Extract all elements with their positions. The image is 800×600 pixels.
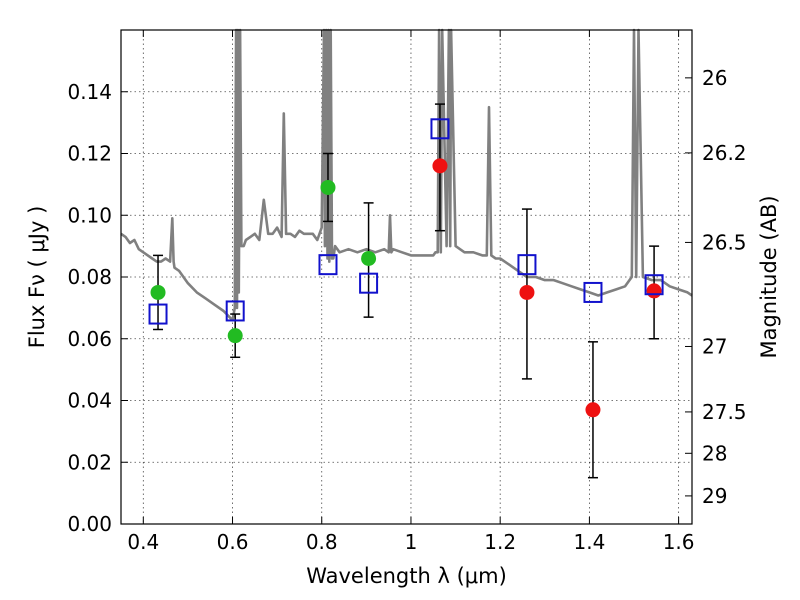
x-tick-label: 1.6: [663, 530, 695, 554]
data-point-circle: [320, 179, 336, 195]
grid: [121, 30, 692, 525]
data-point-square: [583, 281, 603, 303]
data-point-square: [148, 303, 168, 325]
right-tick-label: 26: [702, 66, 727, 90]
y-tick-label: 0.12: [67, 142, 112, 166]
y-tick-label: 0.02: [67, 450, 112, 474]
x-tick-label: 1.2: [484, 530, 516, 554]
data-point-square: [225, 300, 245, 322]
x-axis-label: Wavelength λ (μm): [306, 564, 507, 588]
y-tick-label: 0.00: [67, 512, 112, 536]
model-spectrum: [120, 28, 693, 322]
data-point-square: [430, 118, 450, 140]
right-tick-label: 27: [702, 334, 727, 358]
y-tick-label: 0.08: [67, 265, 112, 289]
y-axis-label: Flux Fν ( μJy ): [25, 206, 49, 349]
data-point-circle: [432, 158, 448, 174]
data-point-square: [517, 254, 537, 276]
data-point-square: [318, 254, 338, 276]
data-point-square: [359, 272, 379, 294]
right-tick-label: 26.2: [702, 141, 747, 165]
data-point-circle: [646, 283, 662, 299]
y-tick-label: 0.04: [67, 389, 112, 413]
right-tick-label: 27.5: [702, 400, 747, 424]
x-tick-label: 0.8: [306, 530, 338, 554]
right-tick-label: 29: [702, 484, 727, 508]
data-markers: [148, 118, 664, 418]
data-point-circle: [519, 284, 535, 300]
x-tick-label: 0.6: [217, 530, 249, 554]
y-tick-label: 0.10: [67, 203, 112, 227]
x-tick-label: 1.4: [573, 530, 605, 554]
x-tick-label: 1: [405, 530, 418, 554]
right-axis-label: Magnitude (AB): [757, 195, 781, 358]
data-point-square: [644, 274, 664, 296]
data-point-circle: [585, 402, 601, 418]
data-point-circle: [361, 250, 377, 266]
data-point-circle: [150, 284, 166, 300]
right-tick-label: 26.5: [702, 230, 747, 254]
y-tick-label: 0.06: [67, 327, 112, 351]
y-tick-label: 0.14: [67, 80, 112, 104]
spectrum-line: [120, 28, 693, 322]
data-point-circle: [227, 328, 243, 344]
right-tick-label: 28: [702, 441, 727, 465]
x-tick-label: 0.4: [127, 530, 159, 554]
axis-ticks: 0.4 0.6 0.8 1 1.2 1.4 1.6 0.00 0.02 0.04 0.06 0.08 0…: [67, 30, 747, 554]
